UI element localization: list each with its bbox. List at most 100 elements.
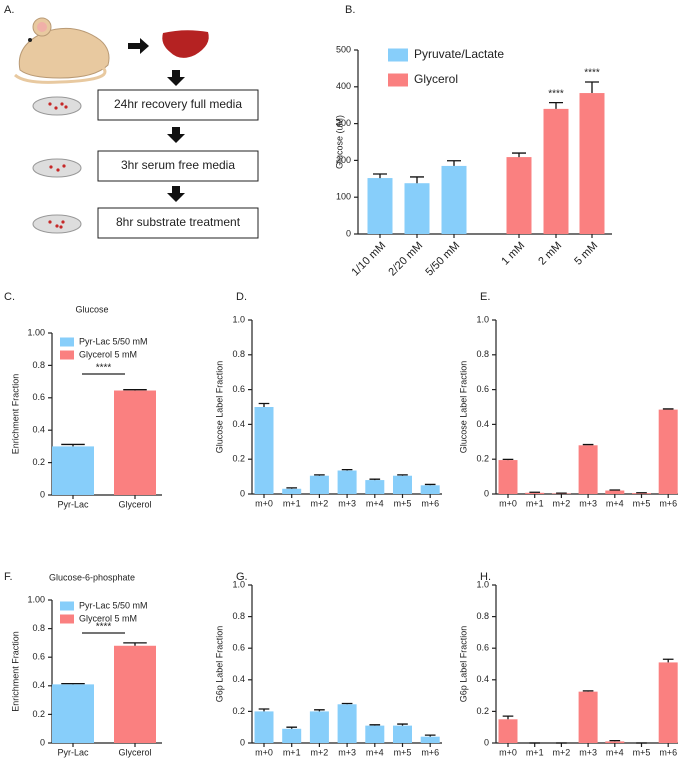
bar xyxy=(578,445,598,494)
bar xyxy=(393,475,412,494)
y-tick-label: 0.2 xyxy=(476,454,489,464)
bar xyxy=(605,741,625,743)
x-tick-label: m+6 xyxy=(659,747,677,757)
bar xyxy=(632,493,651,494)
y-tick-label: 300 xyxy=(336,118,351,128)
x-tick-label: m+4 xyxy=(606,747,624,757)
bar xyxy=(309,475,329,494)
error-bar xyxy=(410,176,424,184)
panel-label: G. xyxy=(236,571,248,583)
y-tick-label: 0.2 xyxy=(32,457,45,467)
y-axis-label: G6p Label Fraction xyxy=(458,626,468,703)
y-axis-label: Enrichment Fraction xyxy=(10,374,20,455)
y-tick-label: 0.8 xyxy=(32,360,45,370)
error-bar xyxy=(258,708,270,712)
legend-swatch xyxy=(60,350,74,360)
error-bar xyxy=(582,443,594,446)
error-bar xyxy=(585,81,599,94)
arrow xyxy=(128,38,149,54)
x-tick-label: m+1 xyxy=(283,498,301,508)
error-bar xyxy=(369,478,381,481)
y-tick-label: 500 xyxy=(336,44,351,54)
legend-label: Pyr-Lac 5/50 mM xyxy=(79,336,148,346)
bar xyxy=(578,691,598,743)
legend-swatch xyxy=(60,337,74,347)
y-tick-label: 0.6 xyxy=(476,643,489,653)
y-tick-label: 0.4 xyxy=(32,680,45,690)
chart-title: Glucose-6-phosphate xyxy=(49,572,135,582)
bar xyxy=(393,725,412,743)
error-bar xyxy=(397,474,408,476)
y-tick-label: 0.4 xyxy=(476,674,489,684)
x-tick-label: Glycerol xyxy=(118,499,151,509)
error-bar xyxy=(373,173,387,179)
panel-label: A. xyxy=(4,4,14,16)
x-tick-label: m+4 xyxy=(366,747,384,757)
y-tick-label: 0 xyxy=(40,489,45,499)
x-tick-label: m+1 xyxy=(526,498,544,508)
x-tick-label: m+1 xyxy=(526,747,544,757)
y-tick-label: 0.4 xyxy=(32,425,45,435)
significance-label: **** xyxy=(96,363,112,374)
bar xyxy=(605,490,625,494)
bar xyxy=(506,157,532,234)
y-tick-label: 0 xyxy=(40,737,45,747)
x-tick-label: m+3 xyxy=(579,747,597,757)
bar xyxy=(543,108,569,234)
y-tick-label: 1.00 xyxy=(27,594,45,604)
bar xyxy=(498,719,518,743)
error-bar xyxy=(512,152,526,158)
y-axis-label: Enrichment Fraction xyxy=(10,631,20,712)
y-tick-label: 0.8 xyxy=(476,611,489,621)
error-bar xyxy=(286,487,298,489)
x-tick-label: m+6 xyxy=(421,747,439,757)
x-tick-label: Glycerol xyxy=(118,747,151,757)
x-tick-label: m+0 xyxy=(255,747,273,757)
y-tick-label: 0.8 xyxy=(32,623,45,633)
error-bar xyxy=(582,690,594,692)
x-tick-label: m+2 xyxy=(311,747,329,757)
error-bar xyxy=(314,474,325,476)
bar xyxy=(404,183,430,234)
y-tick-label: 0.2 xyxy=(232,706,245,716)
error-bar xyxy=(258,402,270,407)
x-tick-label: 5/50 mM xyxy=(423,240,462,279)
y-tick-label: 100 xyxy=(336,192,351,202)
x-tick-label: 5 mM xyxy=(572,240,600,268)
legend-swatch xyxy=(388,73,408,87)
step-label: 3hr serum free media xyxy=(121,158,235,172)
y-tick-label: 0.2 xyxy=(232,454,245,464)
x-tick-label: 2 mM xyxy=(536,240,564,268)
y-tick-label: 0.2 xyxy=(32,709,45,719)
panel-label: E. xyxy=(480,291,490,303)
error-bar xyxy=(369,724,381,726)
error-bar xyxy=(341,702,353,705)
error-bar xyxy=(286,726,298,729)
y-tick-label: 1.0 xyxy=(476,579,489,589)
y-tick-label: 0 xyxy=(240,488,245,498)
panel-label: B. xyxy=(345,4,355,16)
error-bar xyxy=(61,683,85,685)
bar xyxy=(282,728,302,743)
y-tick-label: 0.4 xyxy=(232,419,245,429)
x-tick-label: m+2 xyxy=(553,498,571,508)
bar xyxy=(52,684,94,743)
y-tick-label: 1.0 xyxy=(232,579,245,589)
x-tick-label: m+4 xyxy=(606,498,624,508)
bar xyxy=(114,390,156,495)
bar xyxy=(337,704,357,743)
panel-label: D. xyxy=(236,291,247,303)
legend-swatch xyxy=(60,601,74,611)
bar xyxy=(420,736,440,743)
bar xyxy=(579,93,605,234)
legend-label: Glycerol xyxy=(414,72,458,86)
x-tick-label: m+0 xyxy=(499,498,517,508)
y-tick-label: 0.2 xyxy=(476,706,489,716)
y-axis-label: Glucose Label Fraction xyxy=(458,361,468,454)
x-tick-label: m+1 xyxy=(283,747,301,757)
error-bar xyxy=(502,458,514,461)
y-tick-label: 0.6 xyxy=(232,643,245,653)
y-tick-label: 0 xyxy=(484,737,489,747)
x-tick-label: m+4 xyxy=(366,498,384,508)
y-tick-label: 0.6 xyxy=(32,652,45,662)
